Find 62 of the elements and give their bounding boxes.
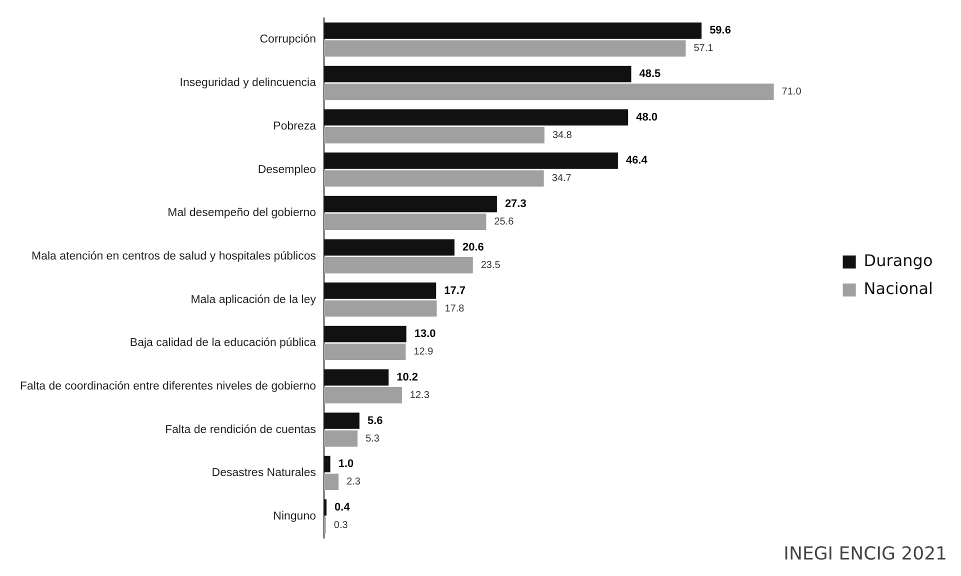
y-tick-label: Mal desempeño del gobierno	[168, 207, 316, 220]
bar	[324, 170, 544, 187]
bar	[324, 430, 358, 447]
y-tick-label: Falta de coordinación entre diferentes niveles de gobierno	[20, 380, 316, 392]
legend-label: Durango	[864, 251, 933, 270]
bar	[324, 344, 406, 360]
data-label: 20.6	[462, 241, 484, 254]
bar	[324, 474, 339, 490]
y-tick-label: Corrupción	[260, 34, 316, 46]
data-label: 23.5	[480, 260, 501, 271]
data-label: 5.6	[367, 414, 383, 427]
data-label: 25.6	[494, 216, 514, 228]
data-label: 34.8	[552, 130, 572, 141]
data-label: 27.3	[504, 198, 526, 210]
bar	[324, 499, 327, 516]
data-label: 17.7	[444, 284, 466, 297]
bar	[324, 456, 330, 472]
bar	[324, 66, 632, 82]
y-tick-label: Mala atención en centros de salud y hospitales públicos	[32, 250, 316, 262]
bar	[324, 282, 436, 299]
data-label: 12.9	[414, 346, 434, 358]
data-label: 10.2	[396, 371, 418, 384]
data-label: 34.7	[552, 173, 572, 184]
y-tick-label: Desastres Naturales	[212, 467, 316, 480]
bar	[324, 40, 686, 57]
y-tick-label: Ninguno	[273, 510, 316, 522]
bar	[324, 22, 702, 39]
bar	[324, 126, 544, 144]
y-tick-label: Pobreza	[273, 120, 317, 132]
data-label: 5.3	[366, 433, 380, 444]
bar	[324, 196, 497, 212]
data-label: 46.4	[626, 154, 648, 167]
bar	[324, 300, 437, 317]
y-tick-label: Mala aplicación de la ley	[190, 294, 316, 306]
data-label: 1.0	[338, 458, 354, 470]
data-label: 12.3	[410, 390, 430, 401]
data-label: 17.8	[444, 303, 465, 314]
data-label: 48.0	[636, 111, 658, 124]
bar	[324, 239, 454, 256]
bar	[324, 84, 774, 100]
y-tick-label: Desempleo	[258, 164, 316, 176]
data-label: 59.6	[710, 24, 731, 37]
data-label: 13.0	[414, 328, 436, 340]
bar	[324, 152, 618, 169]
data-label: 2.3	[346, 476, 361, 488]
data-label: 0.3	[334, 520, 348, 531]
data-label: 57.1	[694, 43, 714, 54]
text: INEGI ENCIG 2021	[784, 544, 947, 565]
bar	[324, 369, 389, 386]
data-label: 48.5	[639, 68, 661, 80]
bar	[324, 109, 628, 126]
legend-label: Nacional	[864, 279, 934, 298]
bar	[324, 214, 486, 230]
bar	[324, 387, 402, 404]
y-tick-label: Inseguridad y delincuencia	[180, 77, 317, 90]
bar	[324, 326, 406, 342]
bar	[324, 256, 473, 274]
data-label: 0.4	[334, 501, 351, 514]
bar	[324, 412, 360, 429]
y-tick-label: Baja calidad de la educación pública	[130, 337, 317, 350]
y-tick-label: Falta de rendición de cuentas	[165, 424, 316, 436]
data-label: 71.0	[782, 86, 802, 98]
